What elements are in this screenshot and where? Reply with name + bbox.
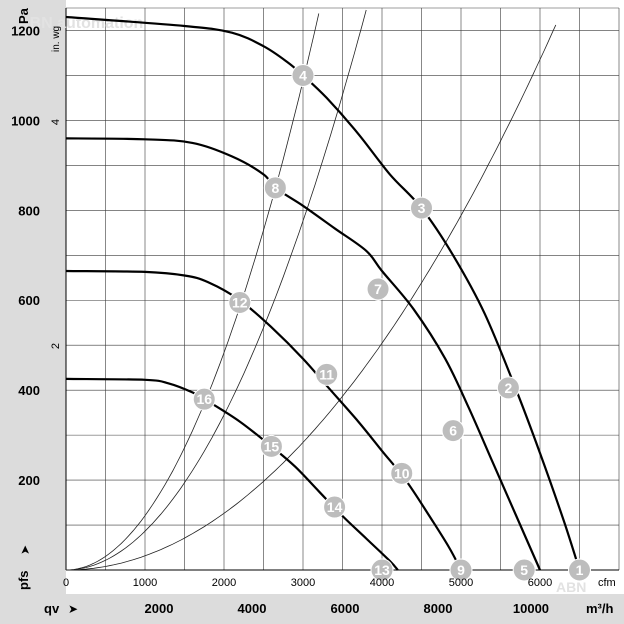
marker-circle: [228, 290, 252, 314]
y-unit-inwg: in. wg: [51, 26, 62, 52]
marker-label: 6: [449, 423, 457, 439]
marker-label: 14: [327, 499, 343, 515]
bottom-panel: [0, 594, 624, 624]
y-tick-label: 1200: [11, 23, 40, 38]
inwg-tick-label: 2: [50, 343, 62, 349]
system-curves: [65, 9, 557, 571]
marker-label: 3: [418, 200, 426, 216]
watermark: ABN automation ABN: [18, 15, 586, 595]
marker-circle: [370, 558, 394, 582]
marker-circle: [390, 461, 414, 485]
marker-label: 15: [264, 438, 280, 454]
x-tick-label-m3h: 8000: [424, 601, 453, 616]
marker-6: 6: [441, 419, 465, 443]
marker-label: 2: [505, 380, 513, 396]
marker-2: 2: [496, 376, 520, 400]
marker-circle: [449, 558, 473, 582]
y-label-pfs: pfs: [16, 571, 31, 591]
marker-circle: [366, 277, 390, 301]
marker-13: 13: [370, 558, 394, 582]
y-tick-labels: 200 400 600 800 1000 1200: [11, 23, 40, 488]
x-tick-labels-cfm: 0 1000 2000 3000 4000 5000 6000: [63, 577, 552, 589]
marker-label: 5: [520, 562, 528, 578]
marker-4: 4: [291, 63, 315, 87]
fan-curves: [65, 15, 581, 571]
marker-circle: [568, 558, 591, 582]
marker-14: 14: [323, 495, 347, 519]
x-tick-label-m3h: 2000: [145, 601, 174, 616]
x-tick-label-cfm: 5000: [449, 577, 473, 589]
inwg-tick-labels: 24: [50, 119, 62, 349]
x-tick-label-cfm: 3000: [291, 577, 315, 589]
marker-label: 12: [232, 294, 248, 310]
inwg-tick-label: 4: [50, 119, 62, 125]
y-tick-label: 200: [18, 473, 40, 488]
x-unit-cfm: cfm: [598, 577, 616, 589]
grid: [65, 7, 620, 571]
marker-10: 10: [390, 461, 414, 485]
y-tick-label: 800: [18, 203, 40, 218]
x-tick-labels-m3h: 2000 4000 6000 8000 10000: [145, 601, 550, 616]
y-tick-label: 600: [18, 293, 40, 308]
marker-label: 9: [457, 562, 465, 578]
marker-circle: [441, 419, 465, 443]
marker-label: 1: [576, 562, 584, 578]
marker-circle: [315, 362, 339, 386]
x-unit-m3h: m³/h: [586, 601, 614, 616]
marker-circle: [323, 495, 347, 519]
marker-circle: [512, 558, 536, 582]
marker-label: 16: [196, 391, 212, 407]
marker-circle: [410, 196, 433, 220]
fan-curve: [65, 15, 581, 571]
x-tick-label-cfm: 0: [63, 577, 69, 589]
y-arrow: ➤: [18, 545, 32, 555]
marker-1: 1: [568, 558, 591, 582]
x-tick-label-m3h: 10000: [513, 601, 549, 616]
fan-curve: [65, 137, 542, 571]
marker-15: 15: [259, 434, 283, 458]
marker-7: 7: [366, 277, 390, 301]
marker-11: 11: [315, 362, 339, 386]
marker-label: 11: [319, 366, 334, 382]
left-panel: [0, 0, 66, 624]
marker-16: 16: [192, 387, 216, 411]
marker-circle: [192, 387, 216, 411]
fan-curve: [65, 377, 399, 571]
y-tick-label: 1000: [11, 113, 40, 128]
x-tick-label-cfm: 6000: [528, 577, 552, 589]
system-curve: [65, 13, 320, 571]
system-curve: [66, 24, 557, 571]
marker-circle: [496, 376, 520, 400]
marker-label: 7: [374, 281, 382, 297]
x-tick-label-m3h: 6000: [331, 601, 360, 616]
x-tick-label-cfm: 1000: [133, 577, 157, 589]
marker-label: 10: [394, 465, 410, 481]
x-tick-label-m3h: 4000: [238, 601, 267, 616]
x-tick-label-cfm: 4000: [370, 577, 394, 589]
marker-label: 13: [374, 562, 390, 578]
marker-circle: [259, 434, 283, 458]
marker-8: 8: [263, 176, 287, 200]
marker-5: 5: [512, 558, 536, 582]
marker-label: 4: [299, 67, 307, 83]
marker-circle: [263, 176, 287, 200]
x-tick-label-cfm: 2000: [212, 577, 236, 589]
x-label-qv: qv: [44, 601, 60, 616]
fan-curve: [65, 269, 462, 571]
watermark-bottom-right: ABN: [556, 579, 586, 595]
y-unit-pa: Pa: [16, 7, 31, 24]
marker-3: 3: [410, 196, 433, 220]
marker-12: 12: [228, 290, 252, 314]
marker-label: 8: [271, 180, 279, 196]
marker-circle: [291, 63, 315, 87]
system-curve: [65, 9, 367, 571]
x-arrow: ➤: [68, 602, 78, 616]
marker-9: 9: [449, 558, 473, 582]
y-tick-label: 400: [18, 383, 40, 398]
